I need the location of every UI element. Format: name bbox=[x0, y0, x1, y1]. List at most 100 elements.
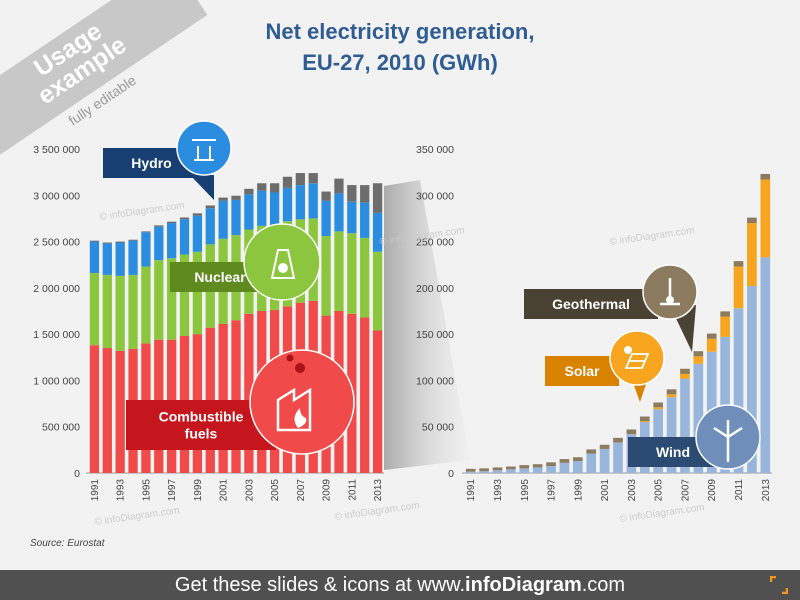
right-bar-geothermal-2012 bbox=[747, 217, 757, 224]
right-bar-wind-1997 bbox=[546, 466, 556, 473]
left-x-tick-label: 2011 bbox=[347, 479, 358, 501]
right-bar-wind-1991 bbox=[465, 471, 476, 473]
left-bar-other-2010 bbox=[334, 178, 344, 194]
nuclear-plant-icon bbox=[243, 223, 321, 301]
factory-smoke-icon-small bbox=[286, 354, 294, 362]
left-bar-combustible-fuels-1991 bbox=[89, 345, 100, 473]
right-x-tick-label: 1995 bbox=[520, 479, 531, 502]
right-bar-geothermal-1992 bbox=[479, 468, 489, 472]
left-bar-hydro-2007 bbox=[295, 185, 305, 220]
watermark-text: © infoDiagram.com bbox=[609, 225, 695, 248]
right-bar-wind-2008 bbox=[693, 363, 704, 473]
left-bar-combustible-fuels-1993 bbox=[115, 350, 125, 473]
charts-canvas: 0 500 000 1 000 000 1 500 000 2 000 000 2 500… bbox=[33, 120, 772, 528]
right-bar-geothermal-1994 bbox=[506, 466, 516, 470]
right-bar-wind-2012 bbox=[747, 286, 757, 473]
right-bar-geothermal-1997 bbox=[546, 462, 556, 467]
right-bar-solar-2008 bbox=[693, 356, 704, 364]
chart-title: Net electricity generation, EU-27, 2010 … bbox=[170, 16, 630, 78]
left-bar-nuclear-1993 bbox=[115, 275, 125, 351]
left-bar-nuclear-1994 bbox=[128, 274, 138, 349]
right-bar-solar-2006 bbox=[666, 394, 677, 398]
callout-combustible-text: Combustible bbox=[159, 409, 244, 425]
left-y-tick-label: 2 500 000 bbox=[33, 237, 80, 249]
left-x-tick-label: 1995 bbox=[141, 479, 152, 502]
callout-geothermal-box bbox=[524, 289, 658, 319]
right-x-tick-label: 2009 bbox=[707, 479, 718, 502]
right-bar-geothermal-2001 bbox=[599, 444, 610, 449]
callout-solar: Solar bbox=[545, 356, 648, 402]
solar-panel-icon bbox=[609, 330, 665, 386]
right-bar-wind-2002 bbox=[613, 442, 623, 473]
left-bar-hydro-2009 bbox=[321, 200, 331, 237]
left-bar-nuclear-2013 bbox=[372, 251, 383, 331]
right-x-tick-label: 1997 bbox=[547, 479, 558, 502]
right-bar-wind-2007 bbox=[680, 378, 690, 473]
left-bar-hydro-2012 bbox=[360, 202, 370, 238]
right-bar-solar-2009 bbox=[706, 338, 717, 352]
left-x-tick-label: 2007 bbox=[296, 479, 307, 502]
callout-hydro-pointer bbox=[190, 175, 214, 200]
left-bar-combustible-fuels-1992 bbox=[102, 348, 112, 473]
right-y-tick-label: 100 000 bbox=[416, 375, 454, 387]
right-bar-solar-2004 bbox=[639, 421, 650, 423]
left-bar-hydro-1999 bbox=[192, 215, 203, 252]
left-y-tick-label: 1 000 000 bbox=[33, 375, 80, 387]
hydro-dam-icon bbox=[176, 120, 232, 176]
infodiagram-logo-icon bbox=[770, 576, 788, 594]
left-bar-combustible-fuels-2001 bbox=[218, 323, 228, 473]
right-bar-geothermal-2003 bbox=[626, 429, 637, 435]
left-bar-nuclear-2011 bbox=[347, 233, 357, 314]
right-y-tick-label: 150 000 bbox=[416, 329, 454, 341]
right-y-tick-label: 250 000 bbox=[416, 237, 454, 249]
right-bar-geothermal-1993 bbox=[492, 467, 503, 471]
wind-turbine-icon-glyph bbox=[713, 420, 743, 462]
callout-geothermal-text: Geothermal bbox=[552, 296, 630, 312]
left-bar-other-2008 bbox=[308, 173, 318, 184]
right-bar-geothermal-2006 bbox=[666, 389, 677, 395]
right-bar-geothermal-1995 bbox=[519, 465, 530, 469]
right-bar-solar-2007 bbox=[680, 373, 690, 379]
left-bar-other-2004 bbox=[257, 183, 267, 191]
right-x-tick-label: 2011 bbox=[734, 479, 745, 501]
watermark-text: © infoDiagram.com bbox=[619, 502, 705, 525]
left-y-tick-label: 3 500 000 bbox=[33, 144, 80, 156]
left-bar-combustible-fuels-2003 bbox=[244, 313, 254, 473]
right-bar-wind-2001 bbox=[599, 448, 610, 473]
right-x-tick-label: 2013 bbox=[761, 479, 772, 502]
right-y-tick-label: 0 bbox=[448, 468, 454, 480]
left-y-tick-label: 500 000 bbox=[42, 422, 80, 434]
right-x-tick-label: 1991 bbox=[466, 479, 477, 502]
source-note: Source: Eurostat bbox=[30, 538, 105, 549]
nuclear-plant-icon-dot bbox=[278, 263, 288, 273]
footer-bar: Get these slides & icons at www.infoDiag… bbox=[0, 570, 800, 600]
right-y-tick-label: 200 000 bbox=[416, 283, 454, 295]
right-bar-geothermal-2007 bbox=[680, 368, 690, 374]
solar-panel-icon-glyph bbox=[624, 353, 650, 369]
left-bar-nuclear-1995 bbox=[141, 266, 151, 344]
left-bar-combustible-fuels-2012 bbox=[360, 317, 370, 473]
right-x-tick-label: 2007 bbox=[680, 479, 691, 502]
left-bar-nuclear-1992 bbox=[102, 274, 112, 349]
left-bar-hydro-1992 bbox=[102, 243, 112, 275]
left-bar-other-1993 bbox=[115, 241, 125, 243]
left-bar-nuclear-2010 bbox=[334, 231, 344, 311]
left-bar-other-2005 bbox=[269, 183, 280, 193]
left-bar-other-2006 bbox=[282, 176, 293, 188]
left-y-tick-label: 1 500 000 bbox=[33, 329, 80, 341]
left-x-tick-label: 1999 bbox=[193, 479, 204, 502]
watermark-text: © infoDiagram.com bbox=[99, 200, 185, 223]
footer-link[interactable]: Get these slides & icons at www.infoDiag… bbox=[0, 572, 800, 598]
callout-solar-box bbox=[545, 356, 619, 386]
left-bar-other-2003 bbox=[244, 188, 254, 195]
right-bar-geothermal-2009 bbox=[706, 333, 717, 339]
left-bar-other-1996 bbox=[154, 225, 164, 227]
left-bar-hydro-1995 bbox=[141, 232, 151, 267]
left-bar-combustible-fuels-2013 bbox=[372, 330, 383, 473]
left-bar-other-1997 bbox=[167, 221, 177, 224]
right-bar-geothermal-2008 bbox=[693, 351, 704, 357]
right-x-tick-label: 2001 bbox=[600, 479, 611, 502]
callout-hydro-text: Hydro bbox=[131, 155, 171, 171]
left-bar-nuclear-1999 bbox=[192, 251, 203, 335]
